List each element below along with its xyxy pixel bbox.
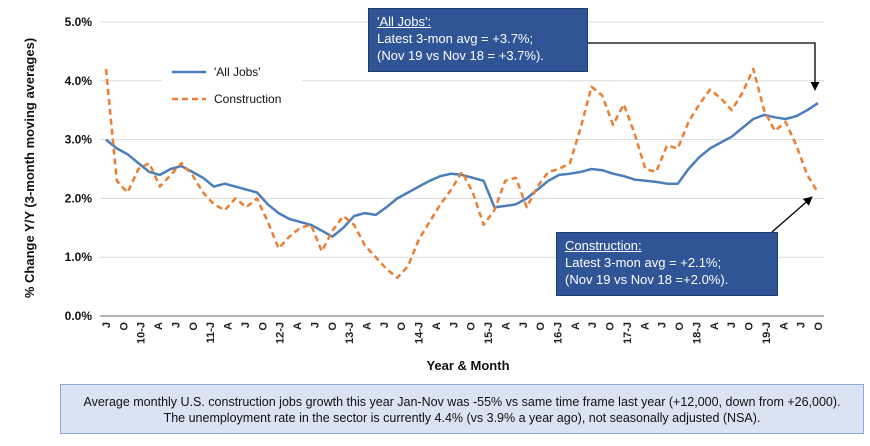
construction-callout-line2: (Nov 19 vs Nov 18 =+2.0%). — [565, 272, 729, 287]
x-tick-label: A — [709, 322, 721, 330]
series-line-all-jobs — [105, 102, 819, 238]
y-tick-label: 5.0% — [65, 15, 93, 29]
x-tick-label: J — [379, 322, 391, 328]
all-jobs-callout-arrow — [582, 42, 820, 91]
x-tick-label: A — [292, 322, 304, 330]
x-tick-label: A — [500, 322, 512, 330]
x-tick-label: O — [257, 322, 269, 331]
footnote-box: Average monthly U.S. construction jobs g… — [60, 384, 864, 434]
y-tick-label: 3.0% — [65, 133, 93, 147]
construction-callout-line1: Latest 3-mon avg = +2.1%; — [565, 255, 722, 270]
x-tick-label: O — [466, 322, 478, 331]
x-tick-label: A — [153, 322, 165, 330]
x-tick-label: O — [188, 322, 200, 331]
x-tick-label: O — [327, 322, 339, 331]
all-jobs-callout-title: 'All Jobs': — [377, 14, 432, 29]
x-tick-label: 17-J — [622, 322, 634, 344]
x-tick-label: O — [118, 322, 130, 331]
legend-label-construction: Construction — [214, 92, 281, 106]
x-tick-label: O — [813, 322, 825, 331]
series-lines — [104, 67, 820, 280]
y-tick-label: 4.0% — [65, 74, 93, 88]
x-tick-label: A — [778, 322, 790, 330]
x-tick-label: J — [448, 322, 460, 328]
x-tick-label: A — [639, 322, 651, 330]
y-axis-title: % Change Y/Y (3-month moving averages) — [22, 38, 37, 298]
x-tick-label: O — [744, 322, 756, 331]
x-tick-label: J — [309, 322, 321, 328]
all-jobs-callout-line1: Latest 3-mon avg = +3.7%; — [377, 31, 534, 46]
x-tick-label: 10-J — [136, 322, 148, 344]
legend-box — [162, 52, 302, 114]
x-tick-label: 16-J — [553, 322, 565, 344]
x-tick-label: 12-J — [275, 322, 287, 344]
x-tick-label: A — [223, 322, 235, 330]
all-jobs-callout-line2: (Nov 19 vs Nov 18 = +3.7%). — [377, 48, 544, 63]
x-tick-label: J — [101, 322, 113, 328]
x-tick-label: A — [570, 322, 582, 330]
legend-label-all-jobs: 'All Jobs' — [214, 65, 261, 79]
x-tick-label: O — [674, 322, 686, 331]
x-tick-label: 19-J — [761, 322, 773, 344]
x-tick-label: O — [535, 322, 547, 331]
y-tick-label: 2.0% — [65, 191, 93, 205]
all-jobs-callout: 'All Jobs': Latest 3-mon avg = +3.7%; (N… — [368, 8, 588, 72]
x-tick-label: 18-J — [691, 322, 703, 344]
construction-callout: Construction: Latest 3-mon avg = +2.1%; … — [556, 232, 778, 296]
x-tick-label: A — [361, 322, 373, 330]
x-tick-label: J — [240, 322, 252, 328]
construction-callout-arrow — [771, 196, 813, 233]
x-tick-label: J — [170, 322, 182, 328]
x-tick-label: 11-J — [205, 322, 217, 343]
x-tick-label: J — [796, 322, 808, 328]
legend: 'All Jobs' Construction — [162, 52, 302, 114]
x-axis-ticks: J O 10-J A J O 11-J A J O 12-J A J O 13-J A J O 14-J A J O 15-… — [101, 322, 825, 344]
x-tick-label: J — [587, 322, 599, 328]
x-tick-label: O — [605, 322, 617, 331]
x-tick-label: J — [726, 322, 738, 328]
y-tick-label: 0.0% — [65, 309, 93, 323]
y-axis-ticks: 0.0% 1.0% 2.0% 3.0% 4.0% 5.0% — [65, 15, 93, 323]
x-axis-title: Year & Month — [426, 358, 509, 373]
x-tick-label: 13-J — [344, 322, 356, 344]
x-tick-label: 15-J — [483, 322, 495, 344]
x-tick-label: J — [657, 322, 669, 328]
construction-callout-title: Construction: — [565, 238, 642, 253]
x-tick-label: 14-J — [414, 322, 426, 344]
x-tick-label: O — [396, 322, 408, 331]
x-tick-label: A — [431, 322, 443, 330]
y-tick-label: 1.0% — [65, 250, 93, 264]
x-tick-label: J — [518, 322, 530, 328]
